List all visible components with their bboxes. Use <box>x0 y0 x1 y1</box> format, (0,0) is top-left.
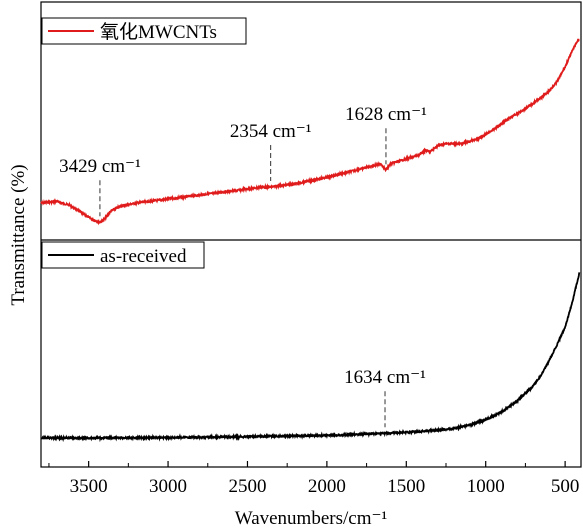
annotation-label-0-2: 1628 cm⁻¹ <box>345 104 427 125</box>
annotations: 3429 cm⁻¹ 2354 cm⁻¹ 1628 cm⁻¹ 1634 cm⁻¹ <box>59 104 427 428</box>
x-tick-label-4: 1500 <box>387 476 425 497</box>
x-axis-ticks: 3500 3000 2500 2000 1500 1000 500 <box>48 461 580 497</box>
annotation-label-1-0: 1634 cm⁻¹ <box>344 367 426 388</box>
spectra <box>40 38 581 443</box>
x-axis-label: Wavenumbers/cm⁻¹ <box>235 508 388 529</box>
legend-top-label: 氧化MWCNTs <box>100 21 217 43</box>
x-tick-label-2: 2500 <box>228 476 266 497</box>
plot-frame <box>40 1 582 468</box>
annotation-label-0-1: 2354 cm⁻¹ <box>230 121 312 142</box>
annotation-label-0-0: 3429 cm⁻¹ <box>59 156 141 177</box>
y-axis-label: Transmittance (%) <box>8 164 29 305</box>
series-line-0 <box>40 38 580 226</box>
legend-top: 氧化MWCNTs <box>41 17 247 45</box>
legend-top-box <box>41 17 247 45</box>
x-tick-label-3: 2000 <box>308 476 346 497</box>
legend-bottom-label: as-received <box>100 246 187 267</box>
series-line-1 <box>41 272 581 443</box>
x-tick-label-6: 500 <box>551 476 580 497</box>
x-tick-label-0: 3500 <box>70 476 108 497</box>
x-tick-label-5: 1000 <box>467 476 505 497</box>
legend-bottom: as-received <box>41 241 205 269</box>
x-tick-label-1: 3000 <box>149 476 187 497</box>
